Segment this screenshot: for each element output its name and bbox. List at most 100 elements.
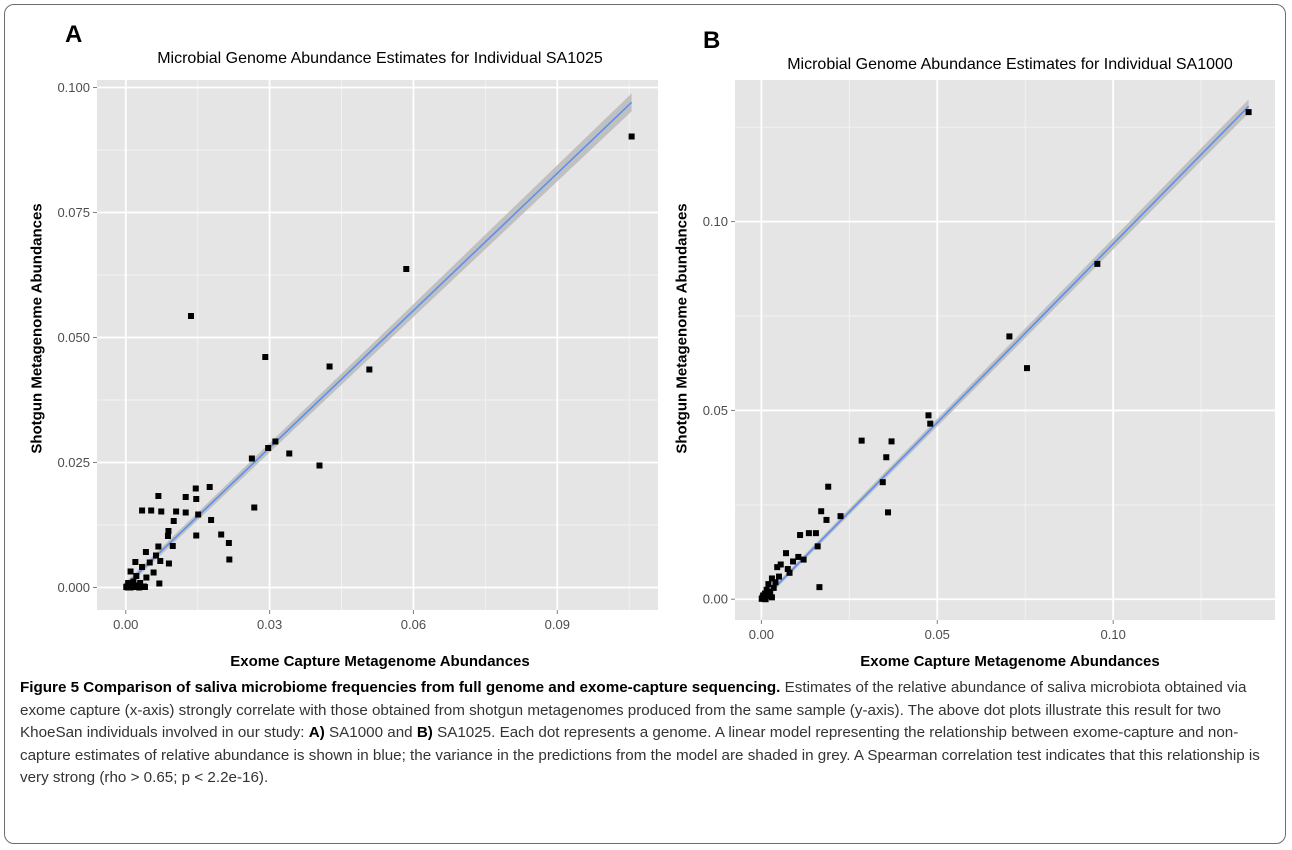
panel-a-data-point (141, 584, 148, 590)
panel-a-data-point (251, 504, 258, 511)
panel-a-data-point (164, 533, 171, 539)
panel-b-data-point (783, 550, 790, 557)
panel-a-data-point (272, 438, 279, 445)
panel-a-data-point (226, 556, 233, 563)
panel-b-ylabel: Shotgun Metagenome Abundances (673, 203, 691, 454)
panel-b-data-point (758, 595, 765, 602)
panel-b-data-point (1006, 333, 1013, 340)
panel-b-data-point (883, 454, 890, 461)
panel-b-data-point (774, 564, 781, 571)
panel-a-data-point (262, 354, 269, 360)
panel-a-data-point (182, 509, 189, 516)
panel-a-ytick-label: 0.000 (57, 580, 90, 595)
panel-a-data-point (132, 559, 139, 565)
panel-a-plot: 0.00 0.03 0.06 0.09 0.000 0.025 0.050 0.075 0.10… (57, 80, 658, 632)
panel-a-data-point (139, 507, 146, 514)
panel-a-data-point (136, 584, 143, 591)
panel-a-xtick-label: 0.03 (257, 617, 282, 632)
panel-a-data-point (165, 560, 172, 567)
panel-a-ytick-label: 0.075 (57, 205, 90, 220)
panel-b-data-point (765, 581, 772, 588)
panel-b-letter: B (703, 27, 721, 54)
panel-b-data-point (885, 509, 892, 516)
panel-a-data-point (133, 573, 140, 579)
panel-a-data-point (173, 508, 180, 515)
panel-a-data-point (148, 507, 155, 514)
panel-b-ytick-label: 0.10 (703, 214, 728, 229)
panel-b-data-point (790, 558, 797, 565)
panel-b-xtick-label: 0.05 (925, 627, 950, 642)
panel-b-data-point (777, 561, 784, 568)
panel-a-data-point (165, 528, 172, 534)
panel-a-data-point (131, 584, 138, 590)
panel-a-data-point (156, 580, 163, 587)
panel-b-data-point (800, 556, 807, 563)
panel-b-data-point (763, 586, 770, 593)
panel-b-data-point (768, 575, 775, 582)
panel-a-data-point (155, 493, 162, 499)
panel-b-ytick-label: 0.05 (703, 403, 728, 418)
caption-body-2: SA1000 and (324, 724, 417, 741)
panel-b-ytick-label: 0.00 (703, 592, 728, 607)
panel-a-data-point (208, 517, 215, 523)
panel-a-data-point (143, 574, 150, 581)
panel-a-data-point (206, 484, 213, 490)
panel-a-data-point (127, 584, 134, 591)
panel-b-data-point (767, 588, 774, 595)
panel-b-data-point (1245, 109, 1252, 116)
figure-frame (4, 4, 1286, 844)
panel-a-data-point (150, 569, 157, 576)
panel-a-data-point (187, 313, 194, 319)
panel-a-data-point (628, 133, 635, 140)
panel-a-ytick-label: 0.050 (57, 330, 90, 345)
panel-b-data-point (879, 479, 886, 486)
panel-b-xtick-label: 0.00 (749, 627, 774, 642)
caption-body-1: Estimates of the relative abundance of s… (20, 679, 1247, 741)
panel-a-data-point (286, 450, 293, 457)
panel-b-data-point (768, 594, 775, 601)
panel-b-data-point (812, 530, 819, 537)
panel-b-data-point (805, 530, 812, 537)
panel-b-data-point (1094, 260, 1101, 267)
panel-a-data-point (146, 559, 153, 566)
panel-a-data-point (326, 363, 333, 370)
panel-b-data-point (825, 483, 832, 490)
panel-b-data-point (814, 543, 821, 550)
caption-figure-label: Figure 5 Comparison of saliva microbiome… (20, 679, 781, 696)
panel-a-data-point (155, 543, 162, 550)
panel-a-xtick-label: 0.09 (545, 617, 570, 632)
panel-a-xtick-label: 0.06 (401, 617, 426, 632)
panel-b-data-point (775, 573, 782, 580)
panel-a-data-point (265, 445, 272, 451)
panel-b-title: Microbial Genome Abundance Estimates for… (787, 56, 1233, 73)
figure-caption: Figure 5 Comparison of saliva microbiome… (20, 677, 1270, 790)
panel-b-data-point (818, 508, 825, 515)
panel-b-data-point (925, 412, 932, 419)
panel-b-data-point (764, 593, 771, 600)
panel-a-data-point (195, 511, 202, 518)
panel-a-ylabel: Shotgun Metagenome Abundances (28, 203, 46, 454)
panel-a-data-point (316, 462, 323, 469)
panel-b-data-point (797, 532, 804, 539)
panel-a-data-point (192, 485, 199, 492)
panel-b-data-point (888, 438, 895, 445)
panel-a-data-point (142, 549, 149, 555)
panel-b-xtick-label: 0.10 (1101, 627, 1126, 642)
panel-a-data-point (182, 494, 189, 500)
panel-b-data-point (772, 579, 779, 586)
panel-a-ytick-label: 0.100 (57, 80, 90, 95)
panel-b-data-point (770, 584, 777, 591)
panel-a-xlabel: Exome Capture Metagenome Abundances (230, 653, 530, 670)
panel-a-data-point (127, 568, 134, 575)
caption-label-a: A) (308, 724, 325, 741)
panel-a-data-point (157, 558, 164, 564)
panel-a-data-point (152, 552, 159, 559)
panel-a-ytick-label: 0.025 (57, 455, 90, 470)
panel-a-fit-line (125, 101, 633, 586)
panel-a-title: Microbial Genome Abundance Estimates for… (157, 50, 603, 67)
panel-b-data-point (786, 569, 793, 576)
panel-b-data-point (795, 553, 802, 560)
panel-a-letter: A (65, 21, 83, 48)
panel-b-xlabel: Exome Capture Metagenome Abundances (860, 653, 1160, 670)
panel-b-data-point (784, 566, 791, 573)
